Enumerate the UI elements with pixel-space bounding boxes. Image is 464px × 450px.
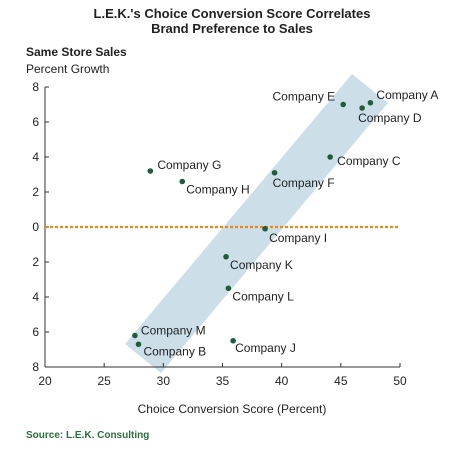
chart-title-line-1: L.E.K.'s Choice Conversion Score Correla… — [93, 6, 371, 21]
x-tick-label: 50 — [393, 374, 407, 388]
x-axis-label: Choice Conversion Score (Percent) — [137, 402, 327, 416]
point-label-company-b: Company B — [143, 344, 206, 358]
y-axis-label: Same Store Sales — [26, 45, 127, 59]
x-tick-label: 20 — [38, 374, 52, 388]
point-label-company-j: Company J — [235, 341, 296, 355]
y-tick-label: 2 — [32, 185, 39, 199]
point-label-company-d: Company D — [358, 111, 422, 125]
x-tick-label: 45 — [334, 374, 348, 388]
point-label-company-f: Company F — [273, 176, 335, 190]
point-label-company-c: Company C — [337, 154, 401, 168]
x-tick-label: 35 — [216, 374, 230, 388]
x-tick-label: 25 — [97, 374, 111, 388]
point-label-company-k: Company K — [230, 258, 293, 272]
source-note: Source: L.E.K. Consulting — [26, 430, 150, 441]
point-company-d — [359, 105, 365, 111]
y-tick-label: 6 — [32, 325, 39, 339]
point-company-e — [340, 101, 347, 108]
point-company-l — [225, 285, 232, 292]
point-company-m — [132, 332, 138, 339]
x-tick-label: 30 — [157, 374, 171, 388]
point-label-company-e: Company E — [272, 90, 335, 104]
y-tick-label: 4 — [32, 290, 39, 304]
trend-band — [125, 74, 388, 373]
chart-title-line-2: Brand Preference to Sales — [151, 21, 313, 36]
y-tick-label: 8 — [32, 360, 39, 374]
point-label-company-g: Company G — [157, 158, 221, 172]
y-axis-sublabel: Percent Growth — [26, 62, 110, 76]
point-company-i — [262, 225, 268, 232]
point-label-company-h: Company H — [186, 183, 249, 197]
point-company-g — [147, 168, 154, 174]
x-tick-label: 40 — [275, 374, 289, 388]
y-tick-label: 6 — [32, 115, 39, 129]
point-company-f — [271, 169, 278, 176]
point-company-c — [327, 154, 333, 160]
y-tick-label: 0 — [32, 220, 39, 234]
y-tick-label: 2 — [32, 255, 39, 269]
trend-band-layer — [125, 74, 388, 373]
point-company-b — [135, 341, 142, 348]
point-company-k — [223, 253, 229, 260]
point-label-company-m: Company M — [141, 324, 206, 338]
chart-title: L.E.K.'s Choice Conversion Score Correla… — [0, 6, 464, 36]
y-tick-label: 4 — [32, 150, 39, 164]
point-company-a — [367, 99, 374, 106]
point-label-company-a: Company A — [376, 88, 438, 102]
point-label-company-i: Company I — [269, 231, 327, 245]
point-company-j — [230, 337, 236, 344]
point-label-company-l: Company L — [232, 289, 294, 303]
y-tick-label: 8 — [32, 80, 39, 94]
point-company-h — [179, 178, 186, 185]
